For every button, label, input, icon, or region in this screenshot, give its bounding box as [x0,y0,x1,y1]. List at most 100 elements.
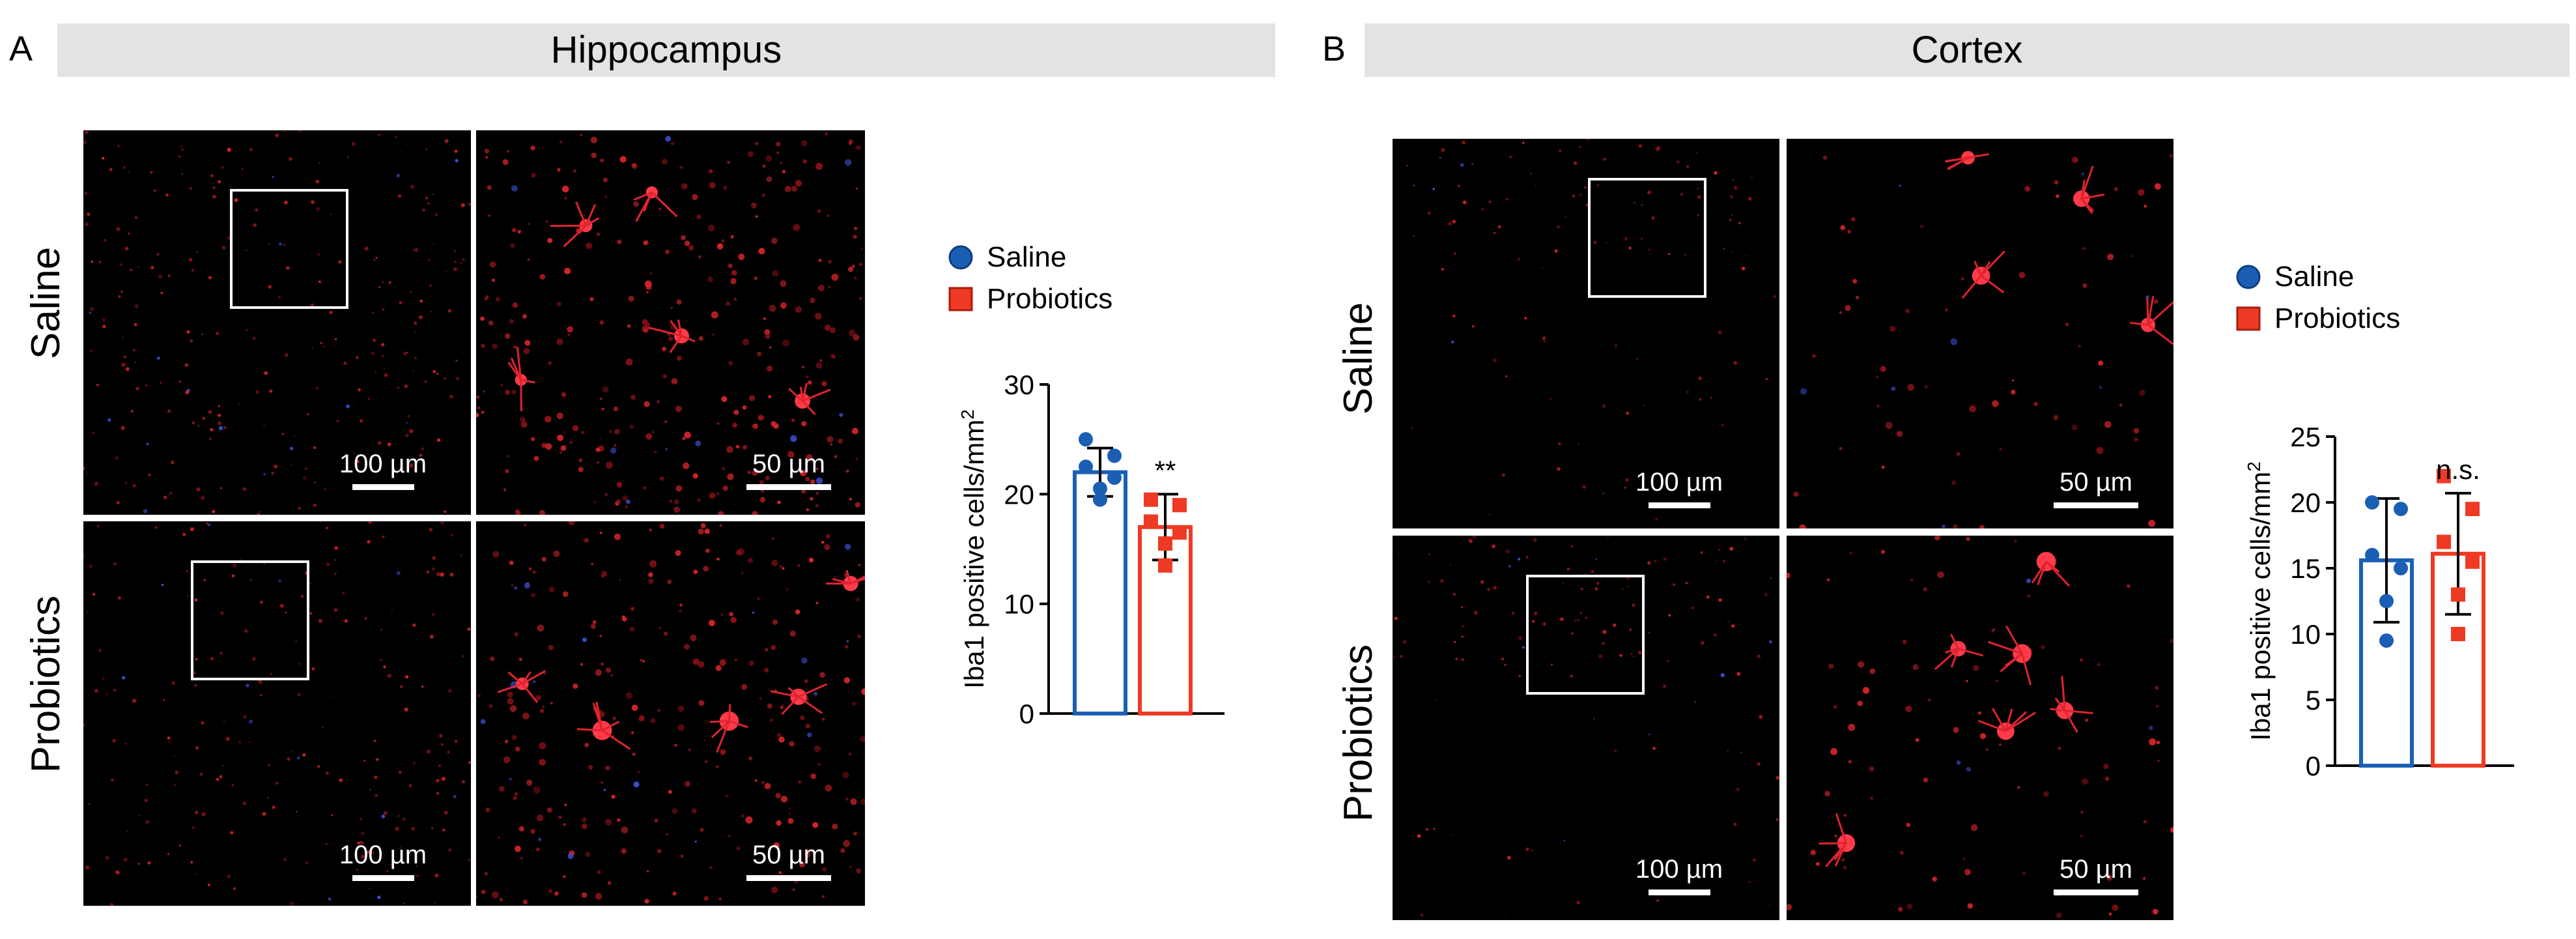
fluorescence-speck [2156,740,2160,745]
fluorescence-speck [1684,253,1686,255]
fluorescence-speck [275,134,279,137]
fluorescence-speck [790,435,797,442]
fluorescence-speck [267,764,270,767]
fluorescence-speck [1698,376,1702,381]
fluorescence-speck [483,390,485,393]
fluorescence-speck [150,265,154,270]
fluorescence-speck [167,409,171,413]
panel-a-row-label-probiotics: Probiotics [23,595,68,773]
fluorescence-speck [1905,705,1912,712]
fluorescence-speck [105,856,109,860]
fluorescence-speck [610,447,617,454]
fluorescence-speck [133,349,135,352]
fluorescence-speck [630,731,634,734]
fluorescence-speck [195,873,197,875]
fluorescence-speck [540,708,545,714]
fluorescence-speck [780,706,783,709]
fluorescence-speck [1584,186,1587,189]
fluorescence-speck [242,487,247,491]
fluorescence-speck [1647,561,1651,565]
fluorescence-speck [243,802,246,805]
fluorescence-speck [425,197,429,200]
fluorescence-speck [154,526,158,529]
fluorescence-speck [120,426,125,431]
fluorescence-speck [2155,686,2159,690]
fluorescence-speck [548,889,552,893]
fluorescence-speck [665,136,672,142]
fluorescence-speck [815,313,822,320]
fluorescence-speck [815,491,819,495]
fluorescence-speck [1773,295,1777,298]
fluorescence-speck [1640,237,1643,240]
significance-annotation: ** [1155,455,1176,485]
fluorescence-speck [185,390,190,394]
fluorescence-speck [745,816,753,824]
fluorescence-speck [1662,684,1666,688]
fluorescence-speck [1834,835,1837,837]
fluorescence-speck [707,276,713,283]
fluorescence-speck [448,848,451,852]
fluorescence-speck [460,203,465,207]
fluorescence-speck [197,424,200,427]
fluorescence-speck [688,245,694,251]
fluorescence-speck [741,684,747,690]
fluorescence-speck [1454,252,1456,255]
fluorescence-speck [630,607,635,611]
fluorescence-speck [725,794,728,798]
fluorescence-speck [2148,519,2155,527]
fluorescence-speck [554,891,559,896]
fluorescence-speck [120,263,122,266]
fluorescence-speck [380,628,382,631]
fluorescence-speck [178,380,181,383]
fluorescence-speck [600,437,602,440]
fluorescence-speck [395,826,399,831]
fluorescence-speck [131,410,134,412]
fluorescence-speck [567,853,574,860]
fluorescence-speck [2082,283,2088,288]
fluorescence-speck [825,785,832,792]
fluorescence-speck [431,828,433,830]
fluorescence-speck [762,164,766,168]
fluorescence-speck [1425,828,1429,831]
fluorescence-speck [538,837,542,841]
fluorescence-speck [338,260,342,264]
fluorescence-speck [1956,760,1961,765]
fluorescence-speck [1870,796,1873,800]
fluorescence-speck [776,141,781,147]
fluorescence-speck [323,345,326,348]
data-point-saline [2365,547,2379,562]
microglia-cell [576,701,631,750]
fluorescence-speck [426,570,430,574]
fluorescence-speck [195,657,198,661]
fluorescence-speck [567,333,571,336]
fluorescence-speck [603,788,606,792]
fluorescence-speck [591,563,593,566]
fluorescence-speck [509,319,514,324]
fluorescence-speck [438,734,443,738]
microglia-cell [648,319,696,353]
fluorescence-speck [396,173,401,178]
fluorescence-speck [218,413,221,417]
fluorescence-speck [387,673,392,678]
fluorescence-speck [1847,229,1852,234]
y-tick-label: 15 [2290,553,2321,584]
scalebar-label: 100 µm [1635,855,1723,884]
fluorescence-speck [498,786,505,792]
microglia-cell [633,186,678,222]
fluorescence-speck [462,258,465,261]
fluorescence-speck [1960,277,1964,281]
fluorescence-speck [808,380,812,385]
fluorescence-speck [828,285,831,288]
scalebar-label: 50 µm [752,450,825,478]
fluorescence-speck [491,891,499,899]
fluorescence-speck [353,402,354,404]
fluorescence-speck [524,339,531,346]
fluorescence-speck [690,634,697,641]
legend-label: Probiotics [987,283,1113,315]
fluorescence-speck [853,831,858,836]
fluorescence-speck [733,409,739,415]
fluorescence-speck [761,193,765,197]
fluorescence-speck [268,285,272,289]
fluorescence-speck [828,259,832,264]
fluorescence-speck [512,227,517,233]
